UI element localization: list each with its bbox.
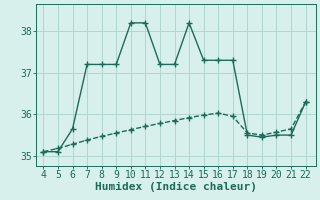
X-axis label: Humidex (Indice chaleur): Humidex (Indice chaleur) — [95, 182, 257, 192]
